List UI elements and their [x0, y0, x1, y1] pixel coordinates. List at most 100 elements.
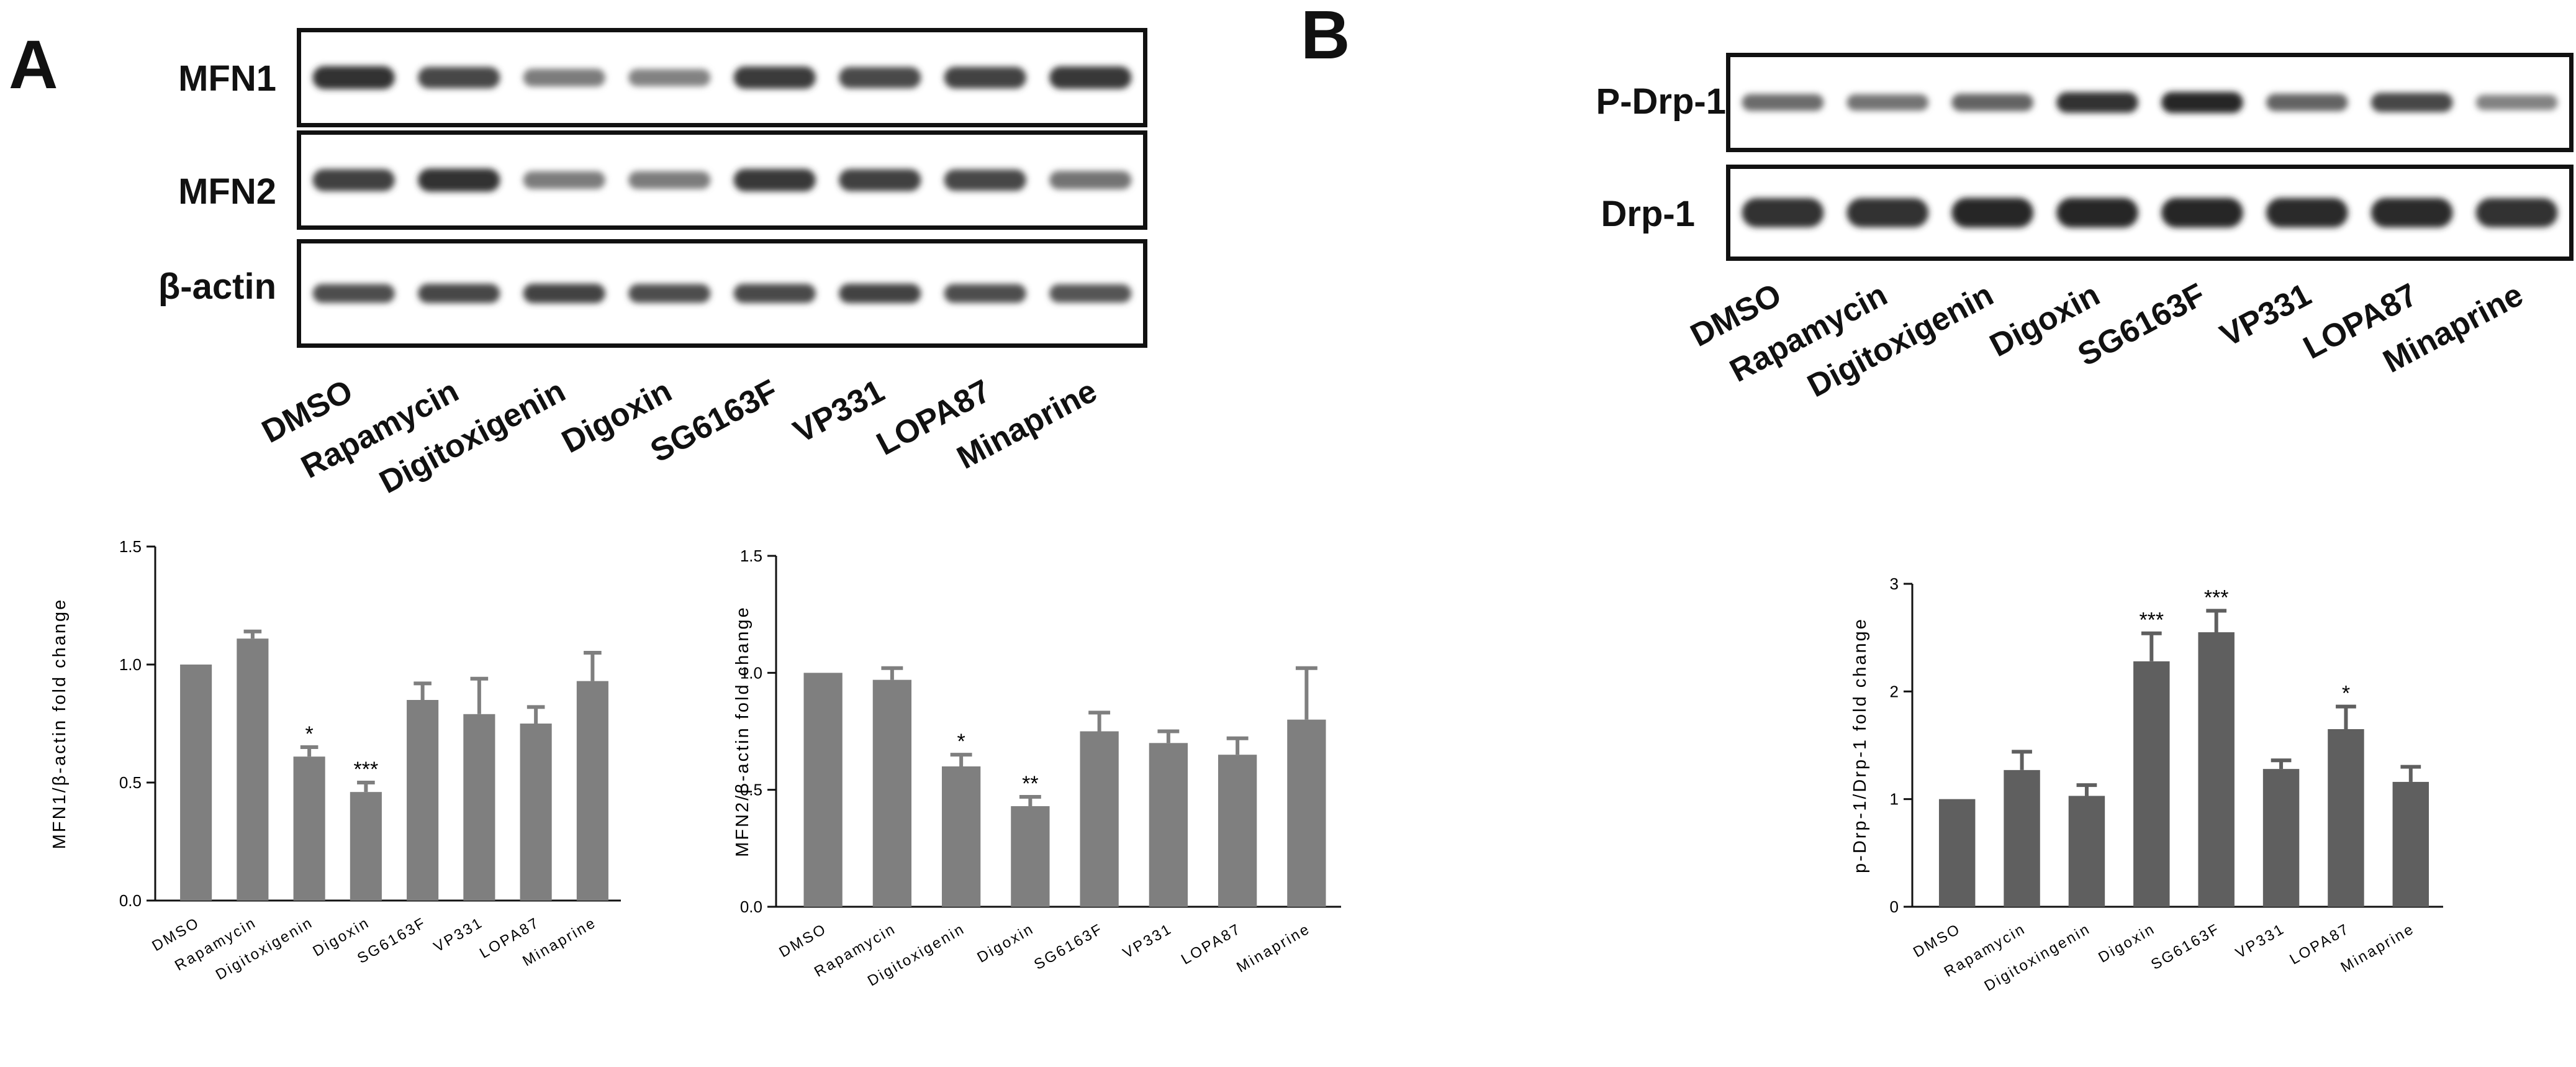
bar — [2004, 770, 2040, 907]
blot-strip-beta-actin — [297, 239, 1147, 348]
blot-2-a-band — [628, 284, 711, 303]
blot-label-p-drp-1: P-Drp-1 — [1596, 81, 1726, 122]
bar — [2198, 632, 2235, 907]
y-tick-label: 1 — [1890, 790, 1899, 809]
blot-strip-p-drp-1 — [1726, 53, 2574, 152]
significance-marker: * — [2342, 682, 2350, 706]
blot-0-b-bands — [1742, 92, 2558, 113]
y-tick-label: 0.0 — [740, 897, 762, 916]
blot-label-beta-actin: β-actin — [158, 266, 276, 307]
bar — [1080, 731, 1119, 907]
significance-marker: * — [305, 722, 314, 746]
blot-0-a-band — [628, 69, 711, 86]
blot-0-a-band — [1049, 66, 1132, 89]
y-axis-label: MFN1/β-actin fold change — [50, 598, 70, 850]
blot-0-a-band — [839, 66, 921, 89]
blot-0-b-band — [1742, 94, 1824, 111]
category-label: DMSO — [776, 920, 829, 961]
blot-0-a-band — [418, 66, 500, 89]
significance-marker: *** — [2204, 586, 2229, 609]
blot-1-b-band — [2370, 198, 2453, 228]
panel-letter-a: A — [9, 27, 58, 103]
significance-marker: ** — [1022, 772, 1038, 796]
blot-1-a-band — [839, 169, 921, 191]
category-label: DMSO — [1910, 920, 1964, 961]
bar — [463, 714, 495, 901]
blot-1-b-band — [2475, 198, 2558, 227]
significance-marker: *** — [2139, 609, 2164, 632]
y-tick-label: 1.0 — [740, 663, 762, 682]
y-tick-label: 0.5 — [119, 773, 142, 792]
blot-1-b-band — [2161, 198, 2243, 228]
blot-2-a-band — [839, 283, 921, 304]
blot-1-b-bands — [1742, 198, 2558, 228]
bar — [407, 700, 439, 901]
blot-1-a-band — [733, 168, 816, 192]
blot-0-a-bands — [312, 66, 1132, 89]
blot-2-a-band — [1049, 284, 1132, 303]
category-label: Digitoxingenin — [1981, 920, 2093, 995]
blot-0-b-band — [2475, 94, 2558, 111]
bar — [1218, 755, 1257, 907]
bar — [1287, 719, 1326, 907]
y-tick-label: 3 — [1890, 574, 1899, 593]
y-tick-label: 0.5 — [740, 781, 762, 799]
blot-label-mfn2: MFN2 — [178, 171, 276, 212]
blot-2-a-bands — [312, 283, 1132, 304]
blot-0-a-band — [733, 66, 816, 89]
blot-0-b-band — [2266, 94, 2348, 111]
blot-1-b-band — [2056, 198, 2138, 228]
blot-label-drp-1: Drp-1 — [1601, 194, 1695, 234]
blot-0-b-band — [2370, 93, 2453, 112]
y-tick-label: 1.5 — [740, 547, 762, 565]
bar — [293, 756, 325, 901]
bar — [2133, 661, 2170, 907]
y-axis-label: p-Drp-1/Drp-1 fold change — [1850, 617, 1870, 873]
bar — [2392, 781, 2429, 907]
y-tick-label: 2 — [1890, 682, 1899, 701]
bar — [872, 679, 912, 907]
category-label: SG6163F — [2148, 920, 2223, 973]
category-label: VP331 — [1120, 920, 1175, 962]
blot-1-a-band — [628, 171, 711, 189]
bar — [180, 665, 212, 901]
blot-1-b-band — [1846, 198, 1929, 227]
blot-2-a-band — [418, 284, 500, 303]
blot-2-a-band — [944, 284, 1026, 303]
blot-0-a-band — [523, 68, 605, 87]
blot-strip-drp-1 — [1726, 165, 2574, 261]
blot-0-a-band — [944, 66, 1026, 89]
blot-strip-mfn2 — [297, 130, 1147, 230]
blot-1-b-band — [1742, 198, 1824, 227]
bar — [2068, 796, 2105, 907]
blot-1-a-band — [523, 171, 605, 189]
bar — [1149, 743, 1188, 907]
y-axis-label: MFN2/β-actin fold change — [733, 606, 752, 857]
category-label: Digoxin — [974, 920, 1037, 966]
blot-label-mfn1: MFN1 — [178, 58, 276, 99]
bar — [237, 638, 269, 901]
blot-0-b-band — [2161, 92, 2243, 113]
category-label: SG6163F — [1031, 920, 1106, 973]
blot-0-b-band — [1846, 94, 1929, 111]
bar — [803, 673, 843, 907]
blot-2-a-band — [523, 283, 605, 304]
bar — [520, 724, 552, 901]
y-tick-label: 0.0 — [119, 891, 142, 910]
blot-2-a-band — [312, 284, 395, 303]
blot-1-a-bands — [312, 168, 1132, 192]
significance-marker: *** — [354, 758, 379, 781]
significance-marker: * — [957, 730, 965, 753]
blot-0-b-band — [2056, 92, 2138, 113]
bar — [941, 766, 981, 907]
blot-1-a-band — [312, 169, 395, 191]
blot-0-a-band — [312, 66, 395, 89]
bar — [2262, 769, 2300, 907]
blot-0-b-band — [1951, 94, 2034, 111]
bar — [2328, 729, 2364, 907]
bar — [576, 681, 608, 901]
bar — [1938, 799, 1976, 907]
